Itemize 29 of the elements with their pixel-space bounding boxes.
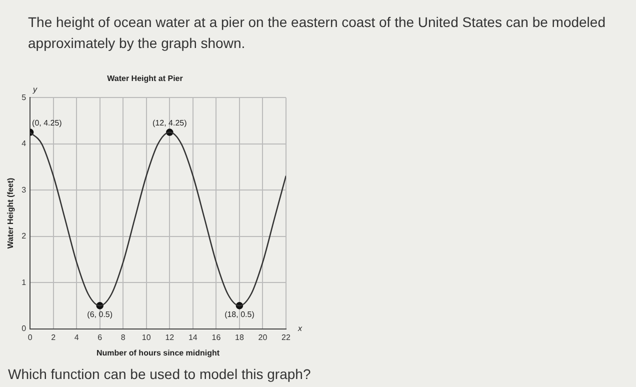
y-tick-label: 4 bbox=[22, 139, 27, 148]
x-tick-label: 22 bbox=[282, 332, 291, 342]
x-tick-label: 14 bbox=[188, 332, 198, 342]
y-tick-label: 3 bbox=[22, 185, 27, 194]
x-tick-label: 8 bbox=[120, 332, 126, 342]
x-tick-label: 10 bbox=[142, 332, 152, 342]
x-tick-label: 16 bbox=[212, 332, 222, 342]
annotation: (12, 4.25) bbox=[152, 118, 188, 128]
y-tick-label: 2 bbox=[22, 232, 27, 241]
x-tick-label: 4 bbox=[74, 332, 80, 342]
text: x bbox=[297, 324, 303, 334]
x-tick-label: 20 bbox=[258, 332, 268, 342]
x-axis-title: Number of hours since midnight bbox=[96, 348, 220, 358]
x-tick-label: 12 bbox=[165, 332, 175, 342]
text: y bbox=[32, 84, 38, 94]
chart-title: Water Height at Pier bbox=[107, 74, 183, 84]
x-tick-label: 6 bbox=[98, 332, 103, 342]
x-tick-label: 2 bbox=[51, 332, 56, 342]
y-tick-label: 1 bbox=[22, 278, 27, 287]
y-axis-title: Water Height (feet) bbox=[6, 177, 16, 249]
x-tick-label: 18 bbox=[235, 332, 244, 342]
annotation: (0, 4.25) bbox=[32, 118, 62, 128]
y-tick-label: 0 bbox=[22, 324, 27, 334]
text: The height of ocean water at a pier on the eastern coast of the United States can be modeled approximately by the graph shown. bbox=[28, 13, 606, 53]
text: Which function can be used to model this graph? bbox=[8, 366, 311, 382]
y-tick-label: 5 bbox=[22, 92, 27, 102]
annotation: (18, 0.5) bbox=[224, 310, 255, 319]
annotation: (6, 0.5) bbox=[87, 310, 113, 319]
x-tick-label: 0 bbox=[28, 332, 33, 342]
